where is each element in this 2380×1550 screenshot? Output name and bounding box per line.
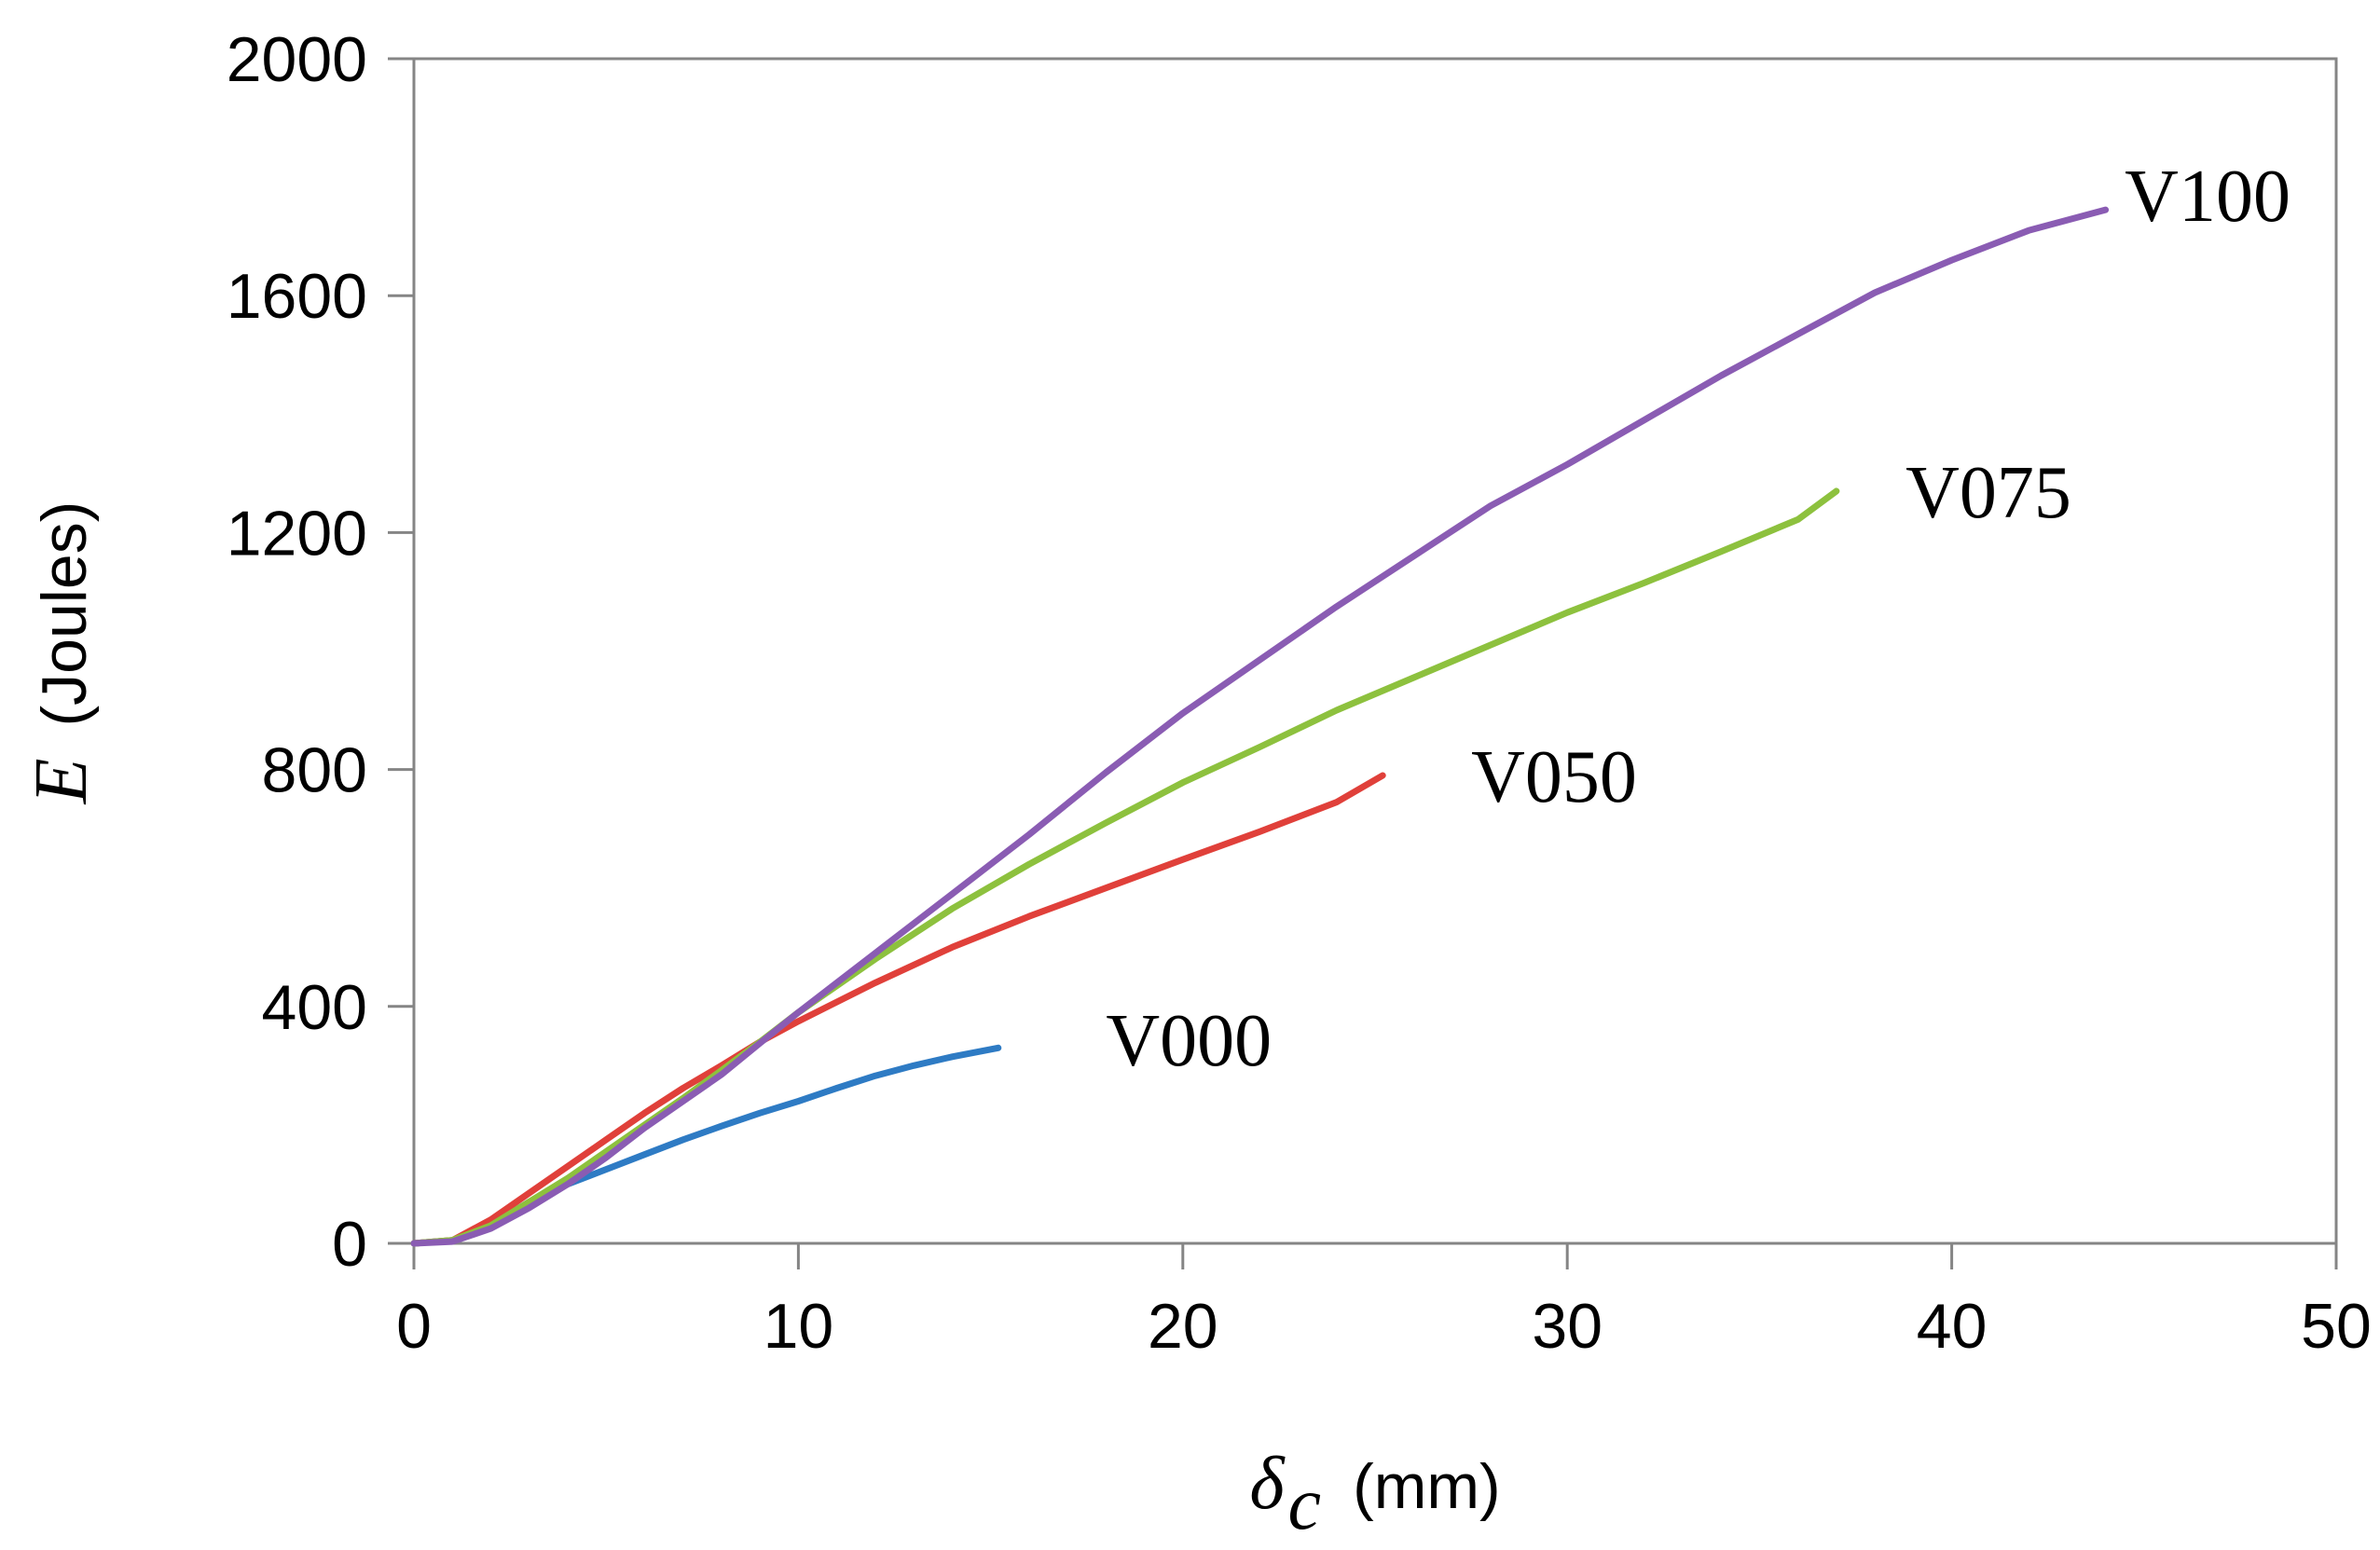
y-tick-label: 2000 <box>227 24 367 95</box>
x-axis-symbol: δ <box>1249 1443 1286 1525</box>
y-tick-label: 0 <box>332 1209 367 1280</box>
x-tick-label: 30 <box>1532 1291 1603 1362</box>
y-axis-ticks: 0 400 800 1200 1600 2000 <box>227 24 414 1280</box>
x-tick-label: 10 <box>764 1291 834 1362</box>
y-tick-label: 1200 <box>227 498 367 569</box>
y-axis-unit: (Joules) <box>29 501 100 727</box>
x-tick-label: 40 <box>1917 1291 1988 1362</box>
y-axis-title: E (Joules) <box>21 501 103 805</box>
series-line-v075 <box>410 487 1840 1247</box>
series-lines <box>410 206 2110 1247</box>
series-label-v000: V000 <box>1106 1000 1272 1082</box>
x-axis-unit: (mm) <box>1353 1451 1501 1522</box>
plot-area <box>412 57 2338 1245</box>
x-axis-ticks: 0 10 20 30 40 50 <box>396 1243 2372 1362</box>
y-axis-symbol: E <box>21 758 103 804</box>
x-tick-label: 20 <box>1148 1291 1218 1362</box>
x-tick-label: 50 <box>2301 1291 2372 1362</box>
y-tick-label: 1600 <box>227 261 367 332</box>
x-axis-title: δ c (mm) <box>1249 1443 1500 1545</box>
y-tick-label: 800 <box>262 735 367 806</box>
series-labels: V000 V050 V075 V100 <box>1106 156 2291 1082</box>
x-tick-label: 0 <box>396 1291 432 1362</box>
x-axis-subscript: c <box>1288 1463 1322 1545</box>
series-label-v100: V100 <box>2125 156 2291 238</box>
series-line-v100 <box>410 206 2110 1247</box>
series-label-v050: V050 <box>1471 736 1637 818</box>
y-tick-label: 400 <box>262 972 367 1043</box>
series-label-v075: V075 <box>1905 452 2071 534</box>
